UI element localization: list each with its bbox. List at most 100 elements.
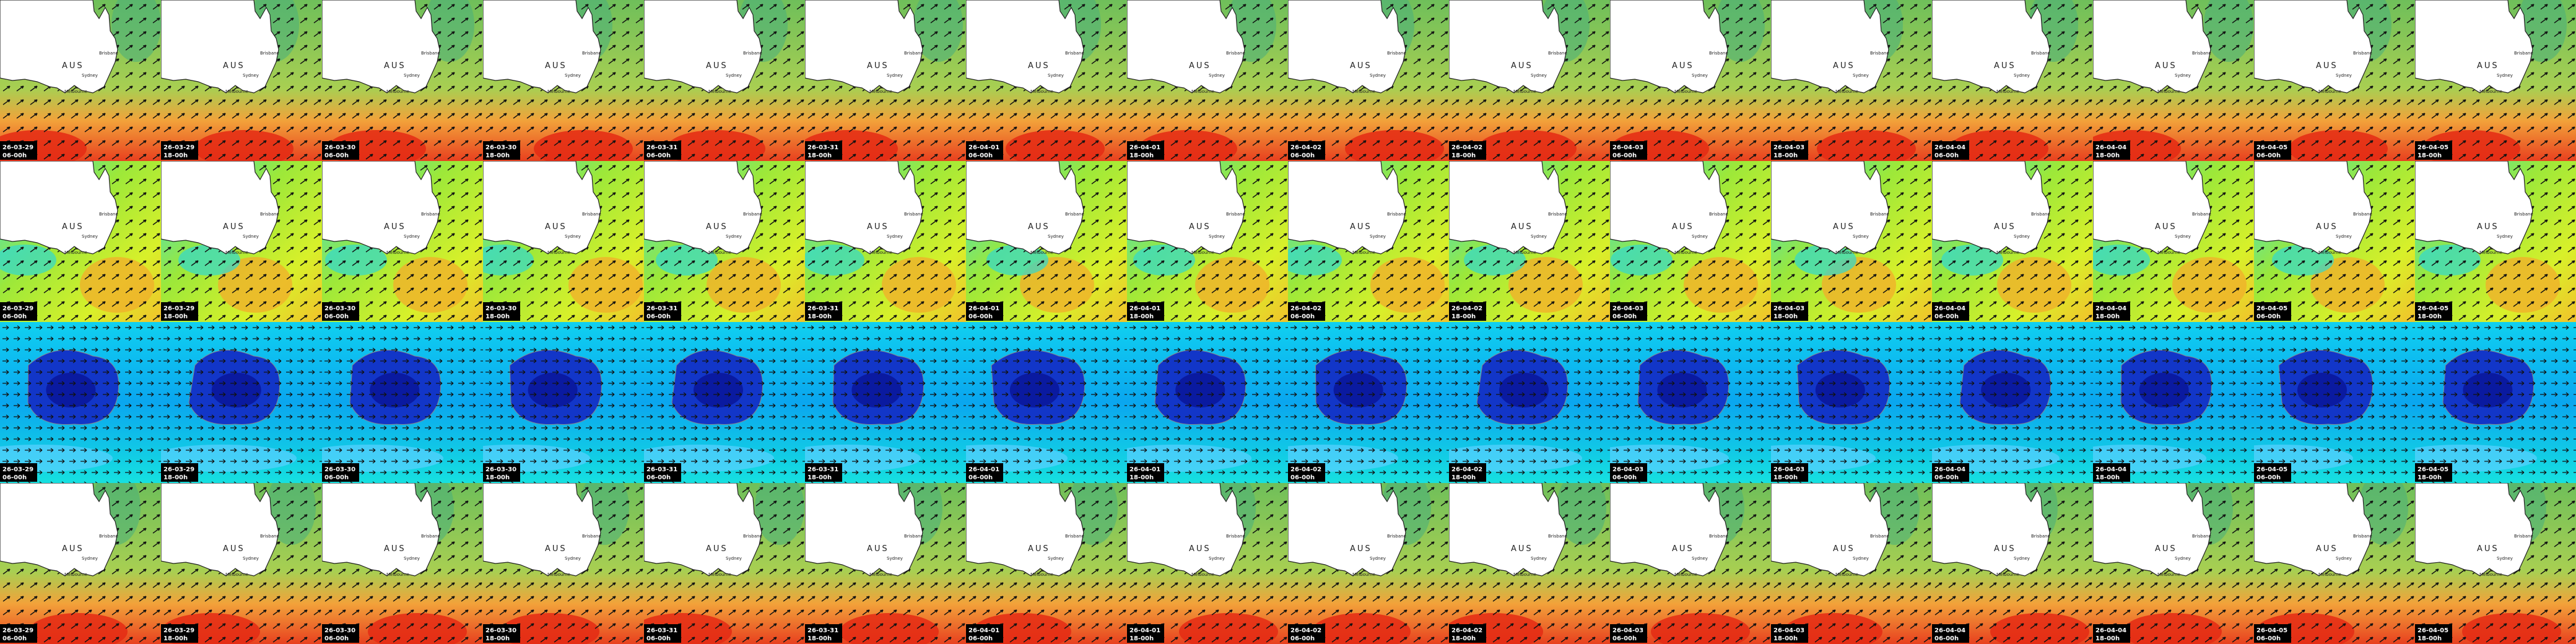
city-label: Brisbane [1548,534,1567,539]
wind-arrows [1610,322,1771,483]
date-box [805,302,842,321]
country-label: AUS [62,544,84,554]
date-box [1288,302,1325,321]
date-label: 26-04-03 [1612,305,1643,312]
city-label: Brisbane [743,212,762,217]
city-label: Melbourne [1835,89,1858,94]
wind-arrows [483,322,644,483]
land [161,483,279,577]
date-label: 26-03-30 [485,305,516,312]
date-box [1610,624,1647,643]
date-box [2093,302,2130,321]
wind-arrows [161,322,322,483]
country-label: AUS [1511,544,1533,554]
land [483,0,601,94]
date-label: 26-04-05 [2256,144,2287,151]
country-label: AUS [706,544,728,554]
country-label: AUS [545,222,567,232]
date-box [966,302,1003,321]
city-label: Sydney [82,234,98,239]
city-label: Brisbane [582,534,601,539]
date-box [483,463,520,482]
date-box [2093,463,2130,482]
city-label: Melbourne [2318,89,2341,94]
city-label: Melbourne [1835,572,1858,577]
date-box [1771,624,1808,643]
city-label: Brisbane [2514,51,2533,56]
city-label: Melbourne [547,89,570,94]
date-label: 26-04-05 [2417,466,2448,473]
city-label: Sydney [565,556,581,561]
country-label: AUS [384,222,406,232]
time-label: 06-00h [2,474,27,481]
date-box [644,302,681,321]
date-label: 26-04-03 [1773,466,1804,473]
country-label: AUS [545,61,567,71]
date-label: 26-03-30 [324,627,355,634]
time-label: 06-00h [1290,635,1315,642]
wind-arrows [805,322,966,483]
city-label: Sydney [2014,234,2030,239]
land [2093,483,2211,577]
wind-arrows [322,322,483,483]
time-label: 06-00h [2256,313,2281,320]
city-label: Sydney [726,234,742,239]
time-label: 06-00h [968,152,993,159]
land [1288,483,1406,577]
time-label: 18-00h [807,635,832,642]
time-label: 18-00h [485,474,510,481]
land [322,0,440,94]
date-label: 26-03-30 [324,144,355,151]
city-label: Brisbane [1870,212,1889,217]
country-label: AUS [1833,544,1855,554]
date-box [483,624,520,643]
land [2415,161,2533,255]
wind-arrows [966,322,1127,483]
city-label: Melbourne [869,89,892,94]
land [2415,0,2533,94]
date-box [322,302,359,321]
date-box [1771,141,1808,160]
date-box [2415,463,2452,482]
date-box [161,302,198,321]
land [1771,483,1889,577]
country-label: AUS [2155,61,2177,71]
date-label: 26-03-29 [163,144,194,151]
city-label: Melbourne [547,250,570,255]
date-box [2254,463,2291,482]
land [322,161,440,255]
city-label: Melbourne [708,89,731,94]
time-label: 06-00h [646,152,671,159]
city-label: Sydney [1853,556,1869,561]
city-label: Melbourne [1996,572,2019,577]
date-label: 26-04-01 [968,466,999,473]
land [483,161,601,255]
date-label: 26-04-03 [1612,627,1643,634]
date-box [2254,141,2291,160]
time-label: 18-00h [1773,635,1798,642]
date-label: 26-04-03 [1773,144,1804,151]
land [805,161,923,255]
time-label: 06-00h [324,152,349,159]
city-label: Melbourne [869,572,892,577]
land [1288,0,1406,94]
city-label: Melbourne [64,250,87,255]
date-label: 26-04-04 [2095,144,2126,151]
city-label: Melbourne [1513,250,1536,255]
city-label: Brisbane [2031,51,2050,56]
city-label: Brisbane [1226,534,1245,539]
date-label: 26-04-05 [2256,627,2287,634]
land [966,483,1084,577]
date-label: 26-03-29 [2,305,33,312]
